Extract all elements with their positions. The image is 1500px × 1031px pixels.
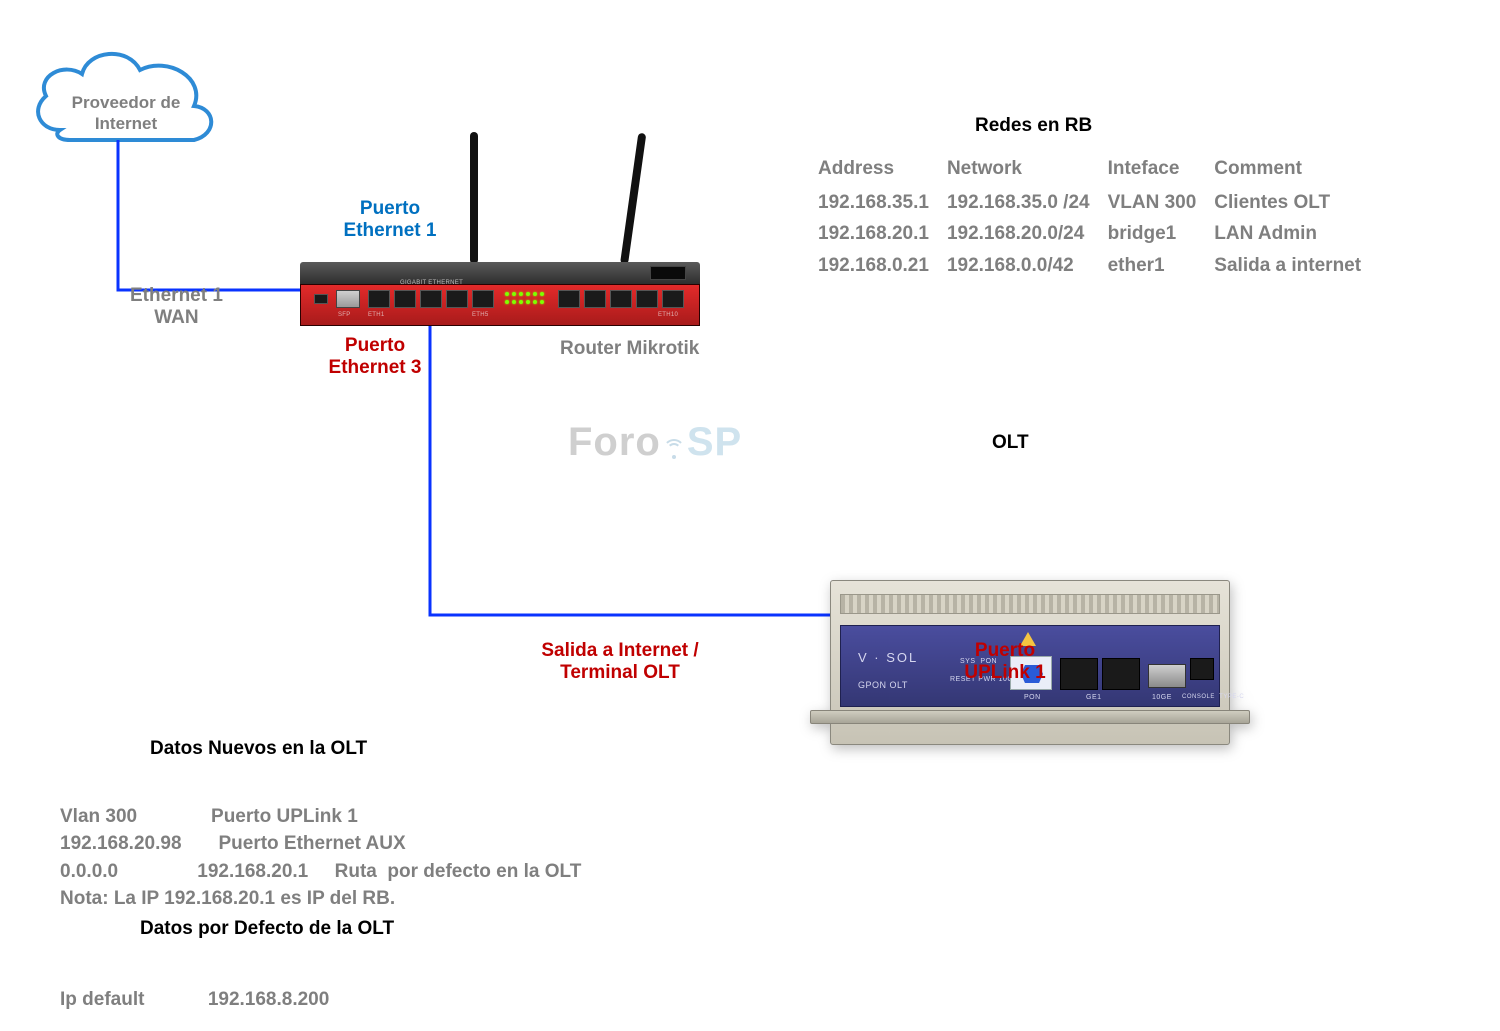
olt-ge2-port — [1102, 658, 1140, 690]
router-silkscreen-top: GIGABIT ETHERNET — [400, 280, 463, 286]
olt-console-port — [1190, 658, 1214, 680]
olt-name-label: OLT — [992, 432, 1029, 454]
port-eth3-line2: Ethernet 3 — [329, 357, 422, 378]
router-device: SFP GIGABIT ETHERNET ETH1 ETH5 ETH10 — [300, 240, 700, 340]
router-eth7 — [584, 290, 606, 308]
watermark-right: SP — [687, 420, 742, 464]
wan-label-line2: WAN — [154, 307, 198, 328]
uplink-label: Puerto UPLink 1 — [920, 640, 1090, 684]
networks-col-0: Address — [818, 155, 947, 189]
networks-row-0: 192.168.35.1 192.168.35.0 /24 VLAN 300 C… — [818, 189, 1379, 221]
olt-new-r0c0: Vlan 300 — [60, 806, 137, 827]
port-eth1-line1: Puerto — [360, 198, 420, 219]
router-silkscreen-eth1: ETH1 — [368, 312, 385, 318]
uplink-line1: Puerto — [975, 640, 1035, 661]
wan-label: Ethernet 1 WAN — [130, 285, 223, 329]
olt-default-r0c1: 192.168.8.200 — [208, 989, 330, 1010]
cloud-label: Proveedor de Internet — [56, 92, 196, 135]
router-eth3 — [420, 290, 442, 308]
networks-col-1: Network — [947, 155, 1108, 189]
olt-model: GPON OLT — [858, 680, 908, 690]
olt-lbl-ge: GE1 — [1086, 694, 1102, 701]
olt-new-r0c1: Puerto UPLink 1 — [211, 806, 358, 827]
olt-default-title: Datos por Defecto de la OLT — [140, 918, 394, 940]
olt-default-block: Ip default 192.168.8.200 — [60, 958, 329, 1013]
networks-col-3: Comment — [1214, 155, 1379, 189]
port-eth1-label: Puerto Ethernet 1 — [325, 198, 455, 242]
salida-line1: Salida a Internet / — [541, 640, 698, 661]
olt-lbl-pon: PON — [1024, 694, 1041, 701]
networks-header-row: Address Network Inteface Comment — [818, 155, 1379, 189]
olt-new-r1c0: 192.168.20.98 — [60, 833, 182, 854]
router-eth10 — [662, 290, 684, 308]
networks-title: Redes en RB — [975, 115, 1092, 137]
cable-router-olt — [430, 317, 1020, 615]
router-usb-port — [314, 294, 328, 304]
olt-new-r2c1: 192.168.20.1 Ruta por defecto en la OLT — [197, 861, 581, 882]
router-eth6 — [558, 290, 580, 308]
olt-vent — [840, 594, 1220, 614]
wan-label-line1: Ethernet 1 — [130, 285, 223, 306]
uplink-line2: UPLink 1 — [964, 662, 1045, 683]
networks-row-1: 192.168.20.1 192.168.20.0/24 bridge1 LAN… — [818, 220, 1379, 252]
watermark: Foro SP — [568, 420, 742, 465]
router-name-label: Router Mikrotik — [560, 338, 699, 360]
router-silkscreen-sfp: SFP — [338, 312, 351, 318]
salida-line2: Terminal OLT — [560, 662, 680, 683]
router-eth4 — [446, 290, 468, 308]
olt-10ge-port — [1148, 664, 1186, 688]
olt-new-r1c1: Puerto Ethernet AUX — [218, 833, 405, 854]
olt-default-r0c0: Ip default — [60, 989, 144, 1010]
networks-table: Address Network Inteface Comment 192.168… — [818, 155, 1379, 283]
router-antenna-1 — [470, 132, 478, 264]
olt-lip — [810, 710, 1250, 724]
watermark-left: Foro — [568, 420, 661, 464]
olt-lbl-console: CONSOLE TYPE-C — [1182, 694, 1244, 700]
port-eth1-line2: Ethernet 1 — [344, 220, 437, 241]
olt-new-note: Nota: La IP 192.168.20.1 es IP del RB. — [60, 888, 395, 909]
cloud-label-line1: Proveedor de — [72, 93, 181, 112]
networks-row-2: 192.168.0.21 192.168.0.0/42 ether1 Salid… — [818, 252, 1379, 284]
router-eth2 — [394, 290, 416, 308]
cloud-label-line2: Internet — [95, 114, 157, 133]
port-eth3-label: Puerto Ethernet 3 — [310, 335, 440, 379]
olt-lbl-10ge: 10GE — [1152, 694, 1172, 701]
networks-col-2: Inteface — [1108, 155, 1215, 189]
router-eth9 — [636, 290, 658, 308]
salida-label: Salida a Internet / Terminal OLT — [495, 640, 745, 684]
router-top-panel — [300, 262, 700, 284]
router-silkscreen-eth5: ETH5 — [472, 312, 489, 318]
router-sfp-port — [336, 290, 360, 308]
router-eth8 — [610, 290, 632, 308]
olt-brand: V · SOL — [858, 650, 918, 665]
olt-new-block: Vlan 300 Puerto UPLink 1 192.168.20.98 P… — [60, 775, 581, 913]
router-lcd — [650, 266, 686, 280]
watermark-antenna-icon — [663, 427, 685, 459]
router-silkscreen-eth10: ETH10 — [658, 312, 678, 318]
router-eth1 — [368, 290, 390, 308]
olt-new-title: Datos Nuevos en la OLT — [150, 738, 367, 760]
router-eth5 — [472, 290, 494, 308]
olt-new-r2c0: 0.0.0.0 — [60, 861, 118, 882]
